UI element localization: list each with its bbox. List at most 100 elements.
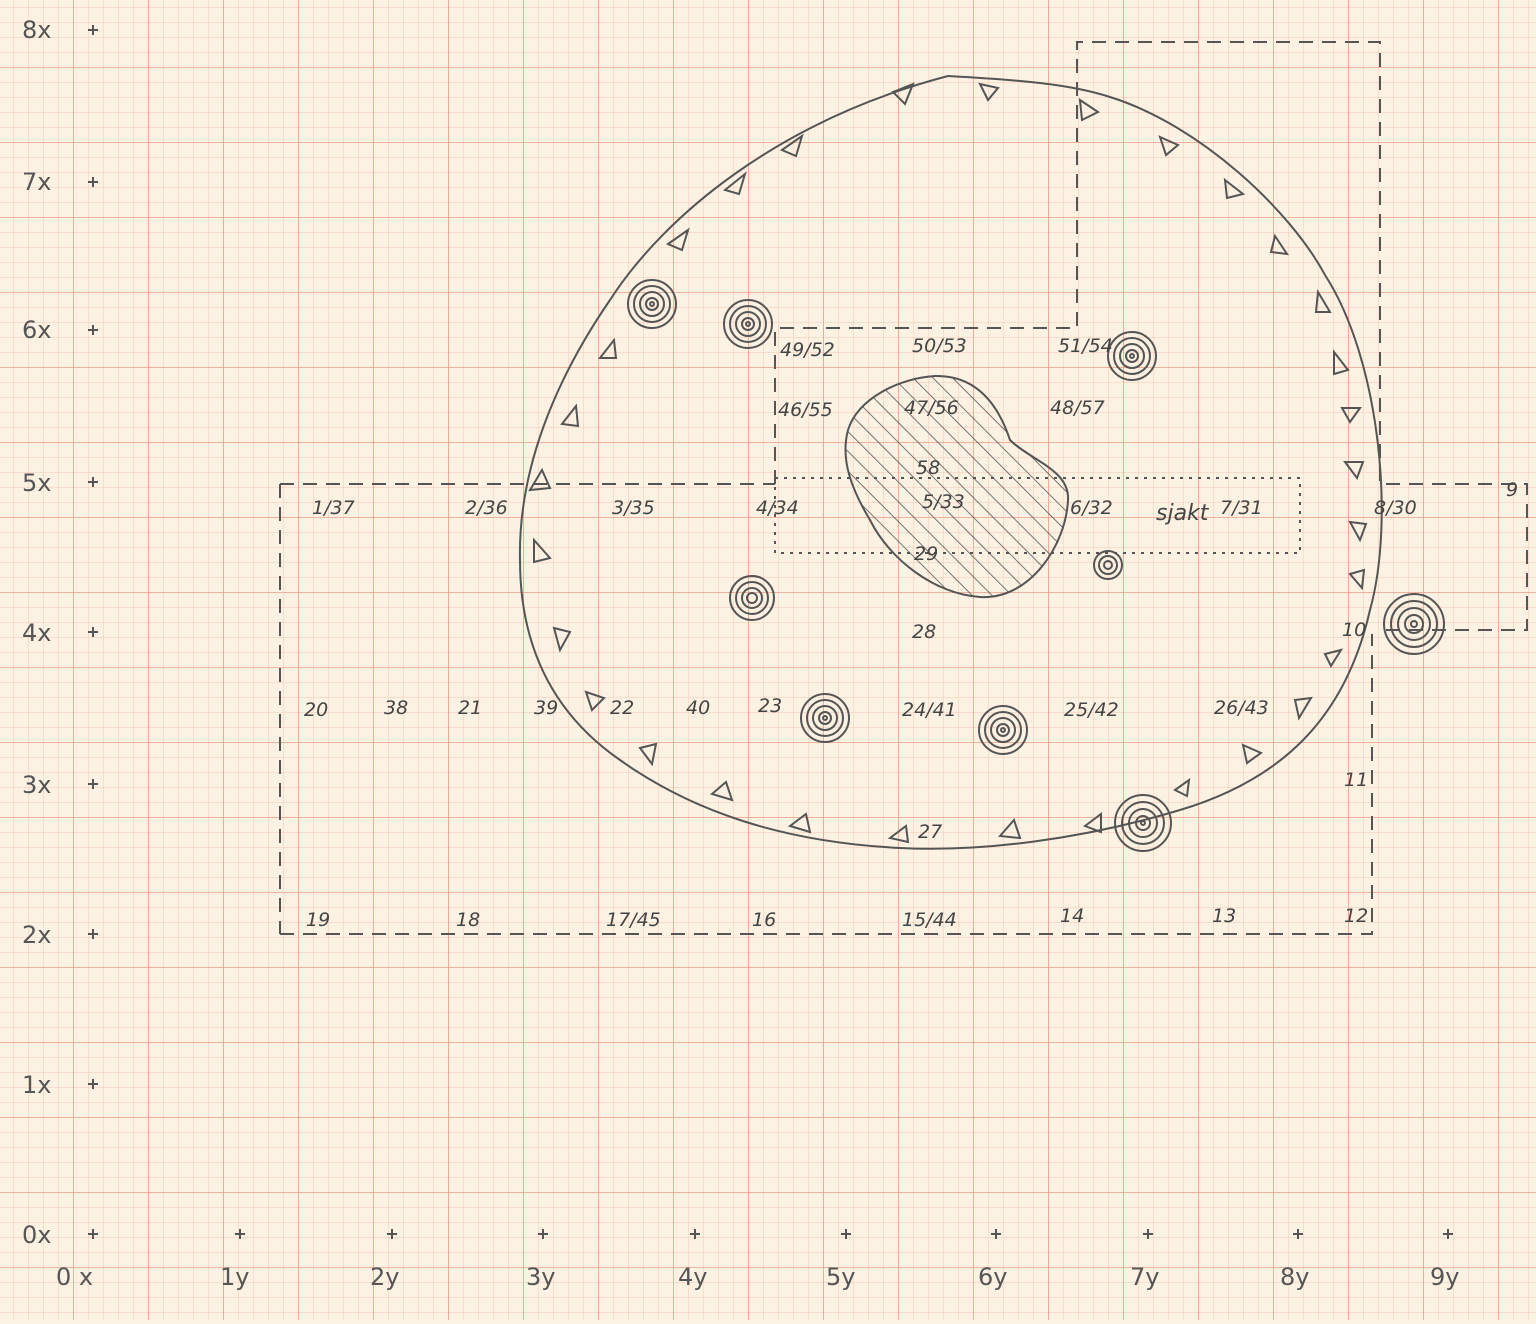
triangle-marker-icon bbox=[560, 403, 580, 428]
triangle-marker-icon bbox=[891, 82, 915, 106]
triangle-marker-icon bbox=[787, 812, 812, 834]
axis-tick-cross bbox=[88, 1079, 98, 1089]
triangle-marker-icon bbox=[1348, 520, 1368, 543]
axis-tick-cross bbox=[88, 325, 98, 335]
excavation-boundaries bbox=[279, 41, 1528, 935]
point-label: 47/56 bbox=[904, 397, 959, 419]
axis-label-7y: 7y bbox=[1130, 1263, 1159, 1291]
triangle-markers bbox=[528, 82, 1368, 844]
triangle-marker-icon bbox=[1241, 743, 1264, 765]
triangle-marker-icon bbox=[978, 82, 1000, 102]
triangle-marker-icon bbox=[709, 780, 734, 802]
triangle-marker-icon bbox=[1082, 812, 1102, 834]
axis-label-6y: 6y bbox=[978, 1263, 1007, 1291]
point-label: 22 bbox=[610, 697, 634, 719]
axis-label-2x: 2x bbox=[22, 921, 51, 949]
axis-label-5y: 5y bbox=[826, 1263, 855, 1291]
point-label: 5/33 bbox=[922, 491, 965, 513]
spiral-tree-icon bbox=[1107, 331, 1157, 381]
point-label: 29 bbox=[914, 543, 938, 565]
triangle-marker-icon bbox=[1223, 177, 1246, 200]
triangle-marker-icon bbox=[887, 824, 910, 844]
triangle-marker-icon bbox=[638, 742, 658, 767]
triangle-marker-icon bbox=[597, 337, 618, 359]
point-label: 58 bbox=[916, 457, 940, 479]
point-label: 49/52 bbox=[780, 339, 835, 361]
axis-tick-cross bbox=[88, 177, 98, 187]
triangle-marker-icon bbox=[1323, 648, 1344, 669]
point-label: 28 bbox=[912, 621, 936, 643]
point-label: 23 bbox=[758, 695, 782, 717]
triangle-marker-icon bbox=[1158, 135, 1180, 157]
axis-label-7x: 7x bbox=[22, 168, 51, 196]
triangle-marker-icon bbox=[997, 818, 1022, 840]
axis-tick-cross bbox=[88, 477, 98, 487]
point-label: 18 bbox=[456, 909, 480, 931]
axis-label-9y: 9y bbox=[1430, 1263, 1459, 1291]
point-label: 27 bbox=[918, 821, 942, 843]
point-label: 26/43 bbox=[1214, 697, 1269, 719]
point-label: 51/54 bbox=[1058, 335, 1113, 357]
triangle-marker-icon bbox=[779, 133, 804, 158]
point-label: 38 bbox=[384, 697, 408, 719]
triangle-marker-icon bbox=[1293, 696, 1313, 721]
point-label: 11 bbox=[1344, 769, 1368, 791]
point-label: 12 bbox=[1344, 905, 1368, 927]
axis-tick-cross bbox=[235, 1229, 245, 1239]
axis-tick-cross bbox=[1143, 1229, 1153, 1239]
axis-label-2y: 2y bbox=[370, 1263, 399, 1291]
axis-tick-cross bbox=[690, 1229, 700, 1239]
spiral-tree-icon bbox=[627, 279, 677, 329]
shaft-label: sjakt bbox=[1156, 501, 1210, 526]
triangle-marker-icon bbox=[584, 690, 606, 712]
point-label: 7/31 bbox=[1220, 497, 1263, 519]
axis-label-8x: 8x bbox=[22, 16, 51, 44]
triangle-marker-icon bbox=[1333, 349, 1350, 376]
axis-tick-cross bbox=[841, 1229, 851, 1239]
oval-boundary bbox=[518, 74, 1383, 850]
triangle-marker-icon bbox=[528, 467, 552, 492]
triangle-marker-icon bbox=[665, 227, 690, 252]
triangle-marker-icon bbox=[1343, 461, 1365, 481]
point-label: 3/35 bbox=[612, 497, 655, 519]
triangle-marker-icon bbox=[1348, 568, 1366, 591]
point-label: 17/45 bbox=[606, 909, 661, 931]
point-label: 1/37 bbox=[312, 497, 355, 519]
point-label: 9 bbox=[1506, 479, 1518, 501]
axis-label-6x: 6x bbox=[22, 316, 51, 344]
axis-ticks bbox=[88, 25, 1453, 1239]
point-label: 25/42 bbox=[1064, 699, 1119, 721]
hatched-pit-icon bbox=[844, 374, 1070, 599]
axis-label-5x: 5x bbox=[22, 469, 51, 497]
axis-label-1y: 1y bbox=[220, 1263, 249, 1291]
point-label: 4/34 bbox=[756, 497, 799, 519]
point-label: 48/57 bbox=[1050, 397, 1105, 419]
point-label: 6/32 bbox=[1070, 497, 1113, 519]
point-label: 50/53 bbox=[912, 335, 967, 357]
x-axis-labels: 0x 1x 2x 3x 4x 5x 6x 7x 8x bbox=[22, 16, 51, 1249]
point-label: 16 bbox=[752, 909, 776, 931]
axis-tick-cross bbox=[991, 1229, 1001, 1239]
triangle-marker-icon bbox=[1269, 233, 1290, 256]
point-label: 8/30 bbox=[1374, 497, 1417, 519]
spiral-tree-icon bbox=[1093, 550, 1123, 580]
point-label: 15/44 bbox=[902, 909, 957, 931]
triangle-marker-icon bbox=[1340, 407, 1362, 424]
axis-tick-cross bbox=[538, 1229, 548, 1239]
axis-label-1x: 1x bbox=[22, 1071, 51, 1099]
main-trench-outline bbox=[279, 483, 1373, 935]
spiral-tree-icon bbox=[729, 575, 775, 621]
axis-tick-cross bbox=[88, 1229, 98, 1239]
point-label: 40 bbox=[686, 697, 710, 719]
axis-tick-cross bbox=[88, 627, 98, 637]
triangle-marker-icon bbox=[1078, 97, 1100, 122]
axis-label-4y: 4y bbox=[678, 1263, 707, 1291]
point-label: 21 bbox=[458, 697, 482, 719]
point-label: 39 bbox=[534, 697, 558, 719]
axis-tick-cross bbox=[88, 25, 98, 35]
point-label: 13 bbox=[1212, 905, 1236, 927]
point-label: 19 bbox=[306, 909, 330, 931]
point-label: 2/36 bbox=[465, 497, 508, 519]
triangle-marker-icon bbox=[552, 626, 572, 653]
